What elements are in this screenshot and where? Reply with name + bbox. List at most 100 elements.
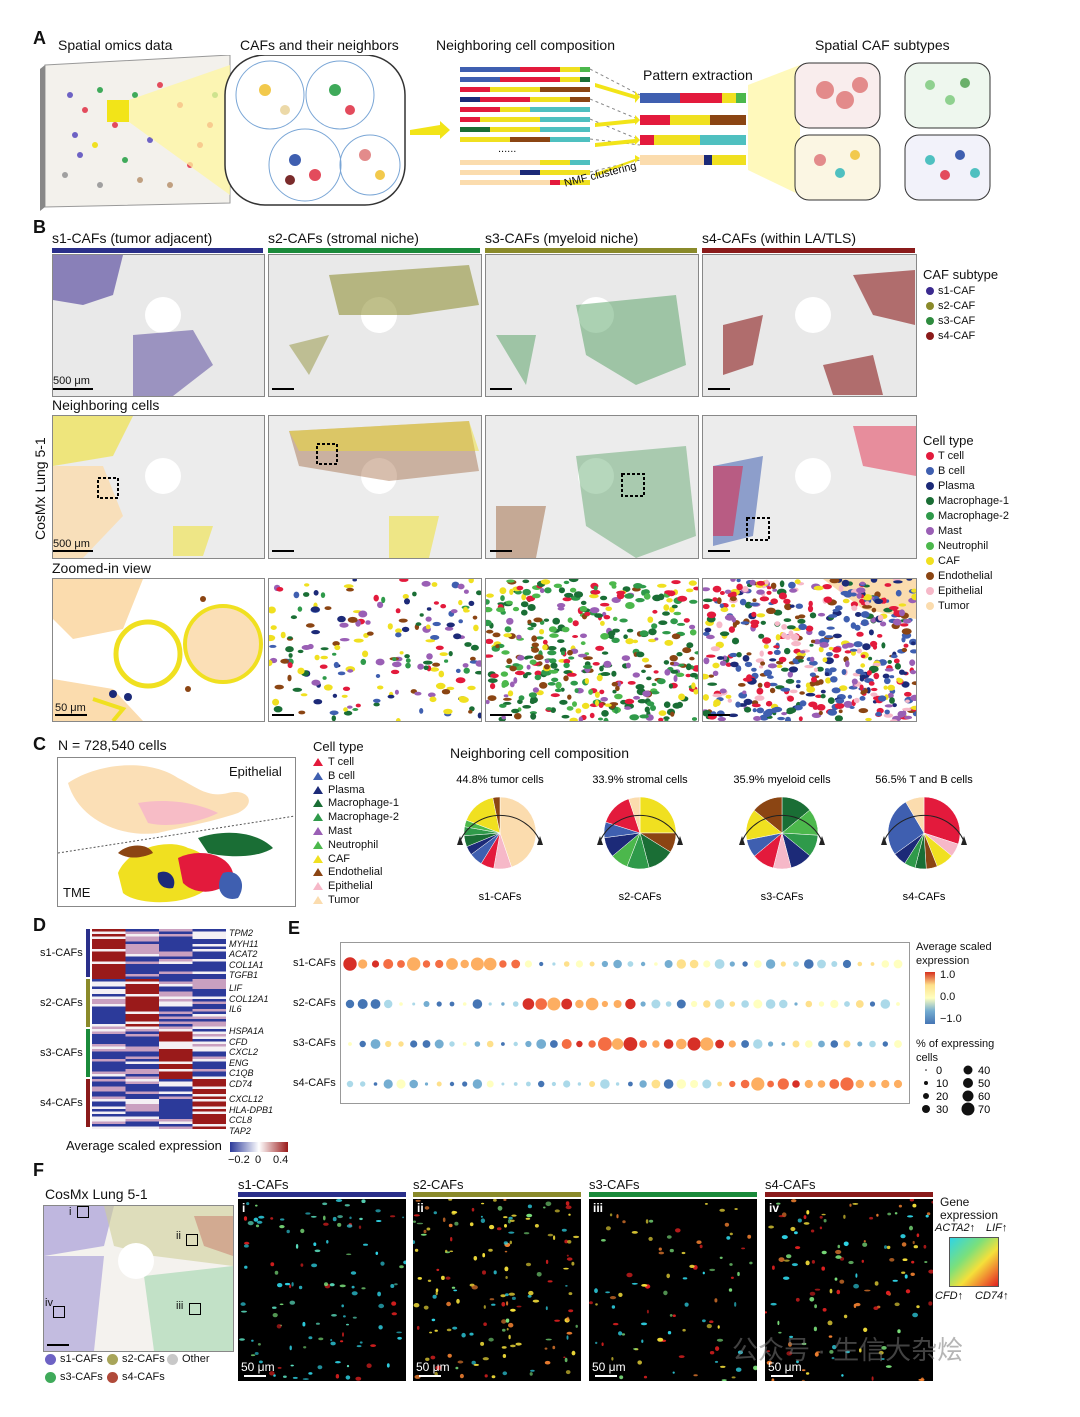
f-cell-signal — [508, 1334, 511, 1340]
c-legend-label: Macrophage-2 — [328, 811, 399, 824]
cell-type-legend-label: Tumor — [938, 600, 970, 612]
e-dot — [753, 960, 762, 968]
f-cell-signal — [482, 1357, 489, 1361]
f-cell-signal — [568, 1309, 574, 1313]
e-dot — [830, 1040, 839, 1048]
e-dot — [781, 1042, 786, 1046]
d-heatmap-cell — [92, 1044, 126, 1047]
e-dot — [893, 1079, 903, 1089]
f-cell-signal — [704, 1203, 708, 1205]
f-cell-signal — [809, 1297, 815, 1302]
f-cell-signal — [300, 1263, 304, 1267]
e-dot — [625, 998, 636, 1010]
f-cell-signal — [258, 1215, 265, 1219]
f-cell-signal — [509, 1219, 515, 1222]
neighborhood-circle-2 — [305, 60, 375, 130]
d-gene-label: TGFB1 — [229, 970, 259, 981]
caf-subtype-legend-swatch — [926, 302, 934, 311]
e-dot — [676, 1079, 687, 1089]
d-heatmap-cell — [159, 1091, 193, 1095]
f-cell-signal — [766, 1350, 771, 1352]
f-cell-signal — [483, 1305, 486, 1309]
c-n-cells: N = 728,540 cells — [58, 737, 167, 753]
f-cell-signal — [342, 1332, 344, 1337]
d-heatmap-cell — [92, 1029, 126, 1032]
d-heatmap-cell — [125, 1124, 159, 1127]
cell-type-legend-label: Mast — [938, 525, 962, 537]
e-colorbar-tick-mid: 0.0 — [940, 991, 956, 1003]
d-heatmap-cell — [92, 996, 126, 1000]
e-colorbar-tick-low: −1.0 — [940, 1013, 962, 1025]
f-cell-signal — [568, 1292, 573, 1296]
subtype-box-4 — [904, 134, 991, 201]
panel-letter-d: D — [33, 915, 46, 935]
zoom-beam — [129, 65, 230, 195]
f-cell-signal — [791, 1263, 798, 1267]
f-cell-signal — [526, 1213, 533, 1218]
f-cell-signal — [543, 1206, 546, 1209]
caf-subtype-legend-swatch — [926, 287, 934, 296]
f-cell-signal — [482, 1270, 486, 1275]
d-heatmap-cell — [159, 1026, 193, 1030]
d-heatmap-cell — [125, 1079, 159, 1082]
f-cell-signal — [504, 1224, 507, 1228]
f-cell-signal — [534, 1224, 539, 1228]
caf-subtype-legend-label: s4-CAF — [938, 330, 976, 342]
d-heatmap-cell — [159, 1094, 193, 1097]
f-roi-label-iii: iii — [176, 1300, 184, 1312]
f-cell-signal — [889, 1258, 895, 1262]
d-heatmap-cell — [92, 1031, 126, 1035]
subtype-box-3 — [794, 134, 881, 201]
f-cell-signal — [621, 1333, 626, 1336]
f-cell-signal — [843, 1314, 848, 1319]
f-cell-signal — [728, 1288, 733, 1292]
d-heatmap-cell — [159, 961, 193, 965]
f-cell-signal — [445, 1249, 448, 1253]
f-cell-signal — [864, 1289, 871, 1292]
f-cell-signal — [814, 1352, 819, 1357]
cell-type-legend-swatch — [926, 587, 934, 596]
composition-ellipsis: ...... — [498, 143, 517, 155]
d-heatmap-cell — [92, 939, 126, 942]
e-size-legend-dot — [961, 1102, 975, 1116]
f-cell-signal — [609, 1213, 613, 1217]
e-dot — [894, 1040, 902, 1048]
e-dot — [702, 1079, 712, 1089]
b-col-title-s2: s2-CAFs (stromal niche) — [268, 230, 419, 246]
f-cell-signal — [923, 1244, 927, 1249]
e-dot — [513, 1082, 518, 1086]
d-heatmap-cell — [192, 964, 226, 967]
f-cell-signal — [341, 1304, 344, 1308]
f-cell-signal — [720, 1365, 726, 1368]
d-heatmap-cell — [159, 1039, 193, 1042]
f-cell-signal — [658, 1247, 662, 1251]
f-cell-signal — [672, 1314, 676, 1317]
d-heatmap-cell — [92, 1111, 126, 1115]
caf-subtype-legend-item: s4-CAF — [926, 330, 975, 342]
d-heatmap-cell — [125, 1049, 159, 1052]
e-dot — [399, 1002, 403, 1006]
b-scalebar-s4-row1 — [708, 388, 730, 390]
neighborhood-circle-1 — [235, 60, 305, 130]
f-cell-signal — [450, 1237, 453, 1242]
f-cell-signal — [291, 1282, 294, 1287]
f-cell-signal — [427, 1279, 432, 1282]
f-legend-swatch — [107, 1353, 118, 1365]
f-cell-signal — [796, 1360, 799, 1364]
f-cell-signal — [731, 1376, 736, 1379]
d-heatmap-cell — [159, 989, 193, 992]
f-cell-signal — [511, 1296, 516, 1300]
cell-type-legend-label: Macrophage-1 — [938, 495, 1009, 507]
f-cell-signal — [473, 1256, 478, 1261]
d-heatmap-cell — [192, 1034, 226, 1037]
e-dot — [576, 1040, 583, 1048]
f-fluorescence-image — [589, 1199, 757, 1381]
f-cell-signal — [240, 1302, 246, 1306]
f-cell-signal — [324, 1282, 328, 1287]
b-scalebar-s4-row2 — [708, 550, 730, 552]
e-dot — [804, 1079, 813, 1089]
d-heatmap-cell — [159, 994, 193, 997]
f-cell-signal — [928, 1301, 933, 1306]
e-dot — [627, 961, 634, 967]
c-legend-swatch — [313, 896, 323, 905]
